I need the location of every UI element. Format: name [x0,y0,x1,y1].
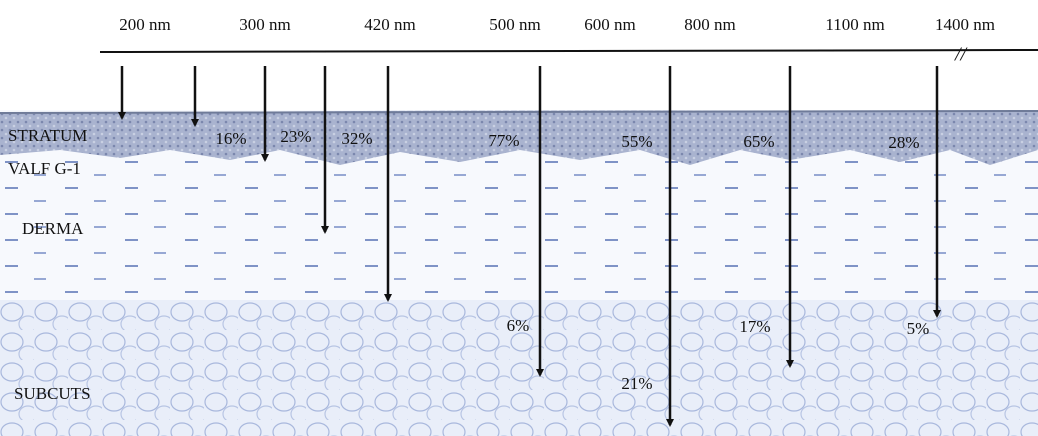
scale-line [99,49,1038,53]
layer-label: SUBCUTS [14,384,91,403]
surface-percentage: 16% [215,129,246,148]
surface-percentage: 23% [280,127,311,146]
epidermis [0,110,1038,165]
penetration-lines [118,66,941,427]
arrow-head [666,419,674,427]
arrow-head [321,226,329,234]
wavelength-label: 300 nm [239,15,290,34]
wavelength-label: 800 nm [684,15,735,34]
skin-surface [0,110,1038,114]
wavelength-labels: 200 nm 300 nm 420 nm 500 nm 600 nm 800 nm 1100… [119,15,995,34]
surface-percentage: 55% [621,132,652,151]
layer-label: DERMA [22,219,84,238]
layer-label: VALF G-1 [8,159,81,178]
arrow-head [261,154,269,162]
subcutis [0,300,1038,436]
deep-percentage: 21% [621,374,652,393]
surface-percentage: 28% [888,133,919,152]
layer-label: STRATUM [8,126,87,145]
dermis [0,160,1038,305]
wavelength-label: 600 nm [584,15,635,34]
arrow-head [191,119,199,127]
arrow-head [118,112,126,120]
wavelength-label: 420 nm [364,15,415,34]
deep-percentage: 6% [507,316,530,335]
deep-percentage: 17% [739,317,770,336]
axis-break: // [954,44,969,66]
surface-percentage: 65% [743,132,774,151]
surface-percentage: 32% [341,129,372,148]
wavelength-label: 200 nm [119,15,170,34]
deep-percentage: 5% [907,319,930,338]
skin-layers [0,110,1038,436]
labels: STRATUM VALF G-1 DERMA SUBCUTS 16% 23% 32% 77% 5… [8,126,929,403]
arrow-head [384,294,392,302]
arrow-head [786,360,794,368]
wavelength-label: 1100 nm [825,15,884,34]
surface-percentage: 77% [488,131,519,150]
wavelength-label: 1400 nm [935,15,995,34]
scale: // [99,44,1038,66]
arrow-head [933,310,941,318]
wavelength-label: 500 nm [489,15,540,34]
arrow-head [536,369,544,377]
